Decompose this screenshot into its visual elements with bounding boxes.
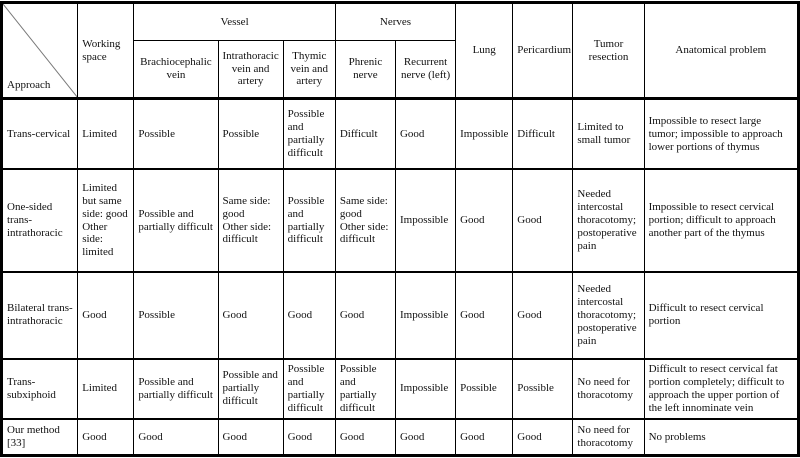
cell-anatomical-problem: No problems (643, 418, 800, 457)
cell-working-space: Good (77, 418, 135, 457)
cell-intrathoracic-vein-artery: Possible (217, 97, 284, 171)
cell-brachiocephalic-vein: Possible and partially difficult (133, 357, 219, 421)
header-row-subcolumns: Brachiocephalic vein Intrathoracic vein … (2, 40, 799, 99)
cell-anatomical-problem: Difficult to resect cervical fat portion… (643, 357, 800, 421)
cell-approach: Our method [33] (0, 418, 79, 457)
header-intrathoracic-vein-artery: Intrathoracic vein and artery (217, 40, 284, 99)
cell-intrathoracic-vein-artery: Same side: good Other side: difficult (217, 168, 284, 273)
cell-recurrent-nerve-left: Impossible (394, 168, 457, 273)
table-row-trans-subxiphoid: Trans-subxiphoid Limited Possible and pa… (0, 357, 800, 421)
table-body: Trans-cervical Limited Possible Possible… (0, 97, 800, 457)
cell-tumor-resection: Needed intercostal thoracotomy; postoper… (572, 168, 645, 273)
cell-approach: Bilateral trans-intrathoracic (0, 270, 79, 360)
cell-pericardium: Good (512, 168, 574, 273)
cell-working-space: Good (77, 270, 135, 360)
cell-lung: Good (455, 270, 514, 360)
cell-approach: Trans-cervical (0, 97, 79, 171)
header-row-groups: Approach Working space Vessel Nerves Lun… (0, 2, 800, 99)
cell-approach: Trans-subxiphoid (0, 357, 79, 421)
cell-pericardium: Good (512, 270, 574, 360)
cell-recurrent-nerve-left: Impossible (394, 357, 457, 421)
header-anatomical-problem: Anatomical problem (643, 2, 800, 99)
diagonal-line (3, 4, 77, 97)
cell-brachiocephalic-vein: Good (133, 418, 219, 457)
cell-lung: Good (455, 418, 514, 457)
cell-thymic-vein-artery: Good (282, 418, 336, 457)
header-thymic-vein-artery: Thymic vein and artery (282, 40, 336, 99)
cell-working-space: Limited (77, 97, 135, 171)
cell-thymic-vein-artery: Possible and partially difficult (282, 168, 336, 273)
cell-phrenic-nerve: Possible and partially difficult (334, 357, 396, 421)
header-recurrent-nerve-left: Recurrent nerve (left) (394, 40, 457, 99)
header-brachiocephalic-vein: Brachiocephalic vein (133, 40, 219, 99)
header-tumor-resection: Tumor resection (572, 2, 645, 99)
cell-phrenic-nerve: Difficult (334, 97, 396, 171)
table-row-bilateral-trans-intrathoracic: Bilateral trans-intrathoracic Good Possi… (0, 270, 800, 360)
cell-brachiocephalic-vein: Possible and partially difficult (133, 168, 219, 273)
table-row-our-method: Our method [33] Good Good Good Good Good… (0, 418, 800, 457)
cell-thymic-vein-artery: Good (282, 270, 336, 360)
cell-pericardium: Difficult (512, 97, 574, 171)
cell-anatomical-problem: Impossible to resect large tumor; imposs… (643, 97, 800, 171)
cell-pericardium: Possible (512, 357, 574, 421)
header-approach-label: Approach (7, 79, 51, 92)
cell-tumor-resection: Limited to small tumor (572, 97, 645, 171)
cell-brachiocephalic-vein: Possible (133, 97, 219, 171)
cell-anatomical-problem: Difficult to resect cervical portion (643, 270, 800, 360)
header-pericardium: Pericardium (512, 2, 574, 99)
cell-phrenic-nerve: Good (334, 270, 396, 360)
cell-thymic-vein-artery: Possible and partially difficult (282, 357, 336, 421)
cell-lung: Possible (455, 357, 514, 421)
cell-tumor-resection: No need for thoracotomy (572, 418, 645, 457)
cell-thymic-vein-artery: Possible and partially difficult (282, 97, 336, 171)
cell-lung: Impossible (455, 97, 514, 171)
cell-intrathoracic-vein-artery: Possible and partially difficult (217, 357, 284, 421)
table-header: Approach Working space Vessel Nerves Lun… (0, 2, 800, 99)
cell-phrenic-nerve: Same side: good Other side: difficult (334, 168, 396, 273)
cell-tumor-resection: Needed intercostal thoracotomy; postoper… (572, 270, 645, 360)
cell-lung: Good (455, 168, 514, 273)
cell-tumor-resection: No need for thoracotomy (572, 357, 645, 421)
cell-recurrent-nerve-left: Good (394, 97, 457, 171)
header-working-space: Working space (77, 2, 135, 99)
cell-intrathoracic-vein-artery: Good (217, 270, 284, 360)
cell-pericardium: Good (512, 418, 574, 457)
header-phrenic-nerve: Phrenic nerve (334, 40, 396, 99)
cell-recurrent-nerve-left: Impossible (394, 270, 457, 360)
cell-phrenic-nerve: Good (334, 418, 396, 457)
cell-recurrent-nerve-left: Good (394, 418, 457, 457)
cell-intrathoracic-vein-artery: Good (217, 418, 284, 457)
table-row-trans-cervical: Trans-cervical Limited Possible Possible… (0, 97, 800, 171)
cell-anatomical-problem: Impossible to resect cervical portion; d… (643, 168, 800, 273)
cell-working-space: Limited (77, 357, 135, 421)
header-group-nerves: Nerves (334, 2, 457, 41)
cell-approach: One-sided trans-intrathoracic (0, 168, 79, 273)
table-row-one-sided-trans-intrathoracic: One-sided trans-intrathoracic Limited bu… (0, 168, 800, 273)
header-lung: Lung (455, 2, 514, 99)
header-approach-diagonal-cell: Approach (0, 2, 79, 99)
cell-brachiocephalic-vein: Possible (133, 270, 219, 360)
cell-working-space: Limited but same side: good Other side: … (77, 168, 135, 273)
header-group-vessel: Vessel (133, 2, 336, 41)
